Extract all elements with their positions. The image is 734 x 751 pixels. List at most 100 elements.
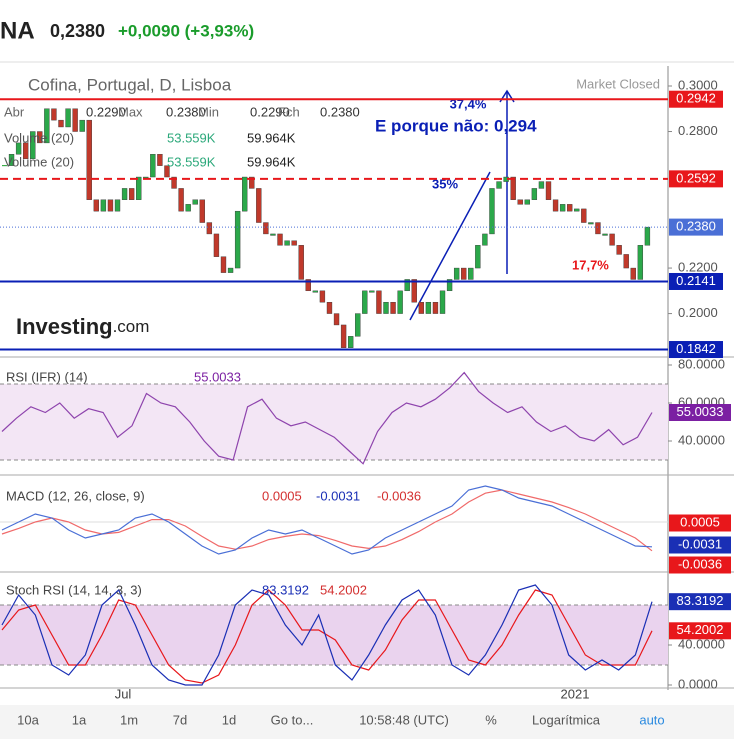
candle (263, 222, 269, 235)
price-label: 0.2141 (676, 273, 716, 288)
candle (517, 199, 523, 205)
candle (559, 204, 566, 212)
toolbar-button[interactable]: Logarítmica (532, 712, 601, 727)
indicator-value: 55.0033 (194, 369, 241, 384)
candle (270, 233, 276, 236)
indicator-value: -0.0036 (377, 488, 421, 503)
price-label-box (669, 218, 723, 236)
toolbar-button[interactable]: 1m (120, 712, 138, 727)
candle (404, 279, 410, 292)
value-box-label: 83.3192 (677, 593, 724, 608)
candle (8, 154, 15, 166)
ohlc-text: Fch (278, 104, 300, 119)
candle (319, 290, 326, 303)
candle (602, 233, 608, 236)
candle (418, 301, 424, 314)
indicator-value: 54.2002 (320, 582, 367, 597)
ohlc-text: 0.2380 (166, 104, 206, 119)
candle (206, 222, 213, 235)
indicator-line (1, 371, 653, 465)
indicator-name: Stoch RSI (14, 14, 3, 3) (6, 582, 142, 597)
candle (256, 188, 262, 223)
candle (383, 301, 389, 314)
value-box-label: 54.2002 (677, 622, 724, 637)
band (0, 384, 668, 460)
annotation: E porque não: 0,294 (375, 116, 537, 135)
ohlc-text: Max (118, 104, 143, 119)
candle (136, 176, 142, 200)
toolbar-button[interactable]: % (485, 712, 497, 727)
y-tick-label: 40.0000 (678, 432, 725, 447)
candle (609, 233, 615, 246)
candle (347, 336, 354, 348)
change: +0,0090 (+3,93%) (118, 21, 254, 40)
value-box-label: 55.0033 (677, 404, 724, 419)
candle (326, 301, 333, 314)
candle (482, 233, 488, 246)
panel-separators (0, 356, 734, 689)
candle (72, 108, 78, 132)
y-tick-label: 0.2200 (678, 259, 718, 274)
candle (616, 245, 622, 255)
candle (369, 290, 375, 293)
indicator-name: Volume (20) (4, 130, 74, 145)
toolbar (0, 705, 734, 739)
indicator-name: RSI (IFR) (14) (6, 369, 88, 384)
indicator-line (1, 485, 653, 555)
candle (475, 245, 481, 269)
toolbar-button[interactable]: auto (639, 712, 664, 727)
indicator-line (1, 584, 653, 686)
candle (44, 108, 50, 144)
candle (581, 208, 587, 223)
y-tick-label: 80.0000 (678, 356, 725, 371)
candle (574, 208, 580, 212)
candle (284, 240, 290, 246)
candle (220, 256, 227, 273)
candle (128, 188, 135, 200)
toolbar-button[interactable]: 1d (222, 712, 236, 727)
candle (298, 245, 304, 280)
symbol: NA (0, 17, 35, 44)
logo-text: Investing (16, 314, 113, 339)
candle (37, 131, 43, 144)
candle (411, 279, 417, 303)
indicator-name: Volume (20) (4, 154, 74, 169)
indicator-value: 59.964K (247, 130, 296, 145)
value-box-label: -0.0036 (678, 556, 722, 571)
toolbar-button[interactable]: 10a (17, 712, 39, 727)
candle (390, 301, 396, 314)
candle (199, 199, 205, 223)
candle (446, 279, 453, 292)
price-label: 0.2592 (676, 170, 716, 185)
candle (637, 245, 644, 280)
logo: Investing.com (16, 314, 149, 339)
time-label: Jul (115, 686, 132, 701)
candle (567, 204, 573, 212)
toolbar-button[interactable]: 7d (173, 712, 187, 727)
ohlc-text: 0.2290 (86, 104, 126, 119)
value-box (669, 556, 731, 574)
candle (453, 267, 460, 280)
candle (277, 233, 283, 246)
indicator-value: 83.3192 (262, 582, 309, 597)
candle (595, 222, 601, 235)
price-label-box (669, 341, 723, 359)
indicator-line (1, 489, 653, 552)
band (0, 605, 668, 665)
y-tick-label: 0.2800 (678, 123, 718, 138)
candle (171, 176, 177, 189)
candle (185, 204, 191, 212)
candle (312, 290, 319, 293)
candle (538, 181, 545, 189)
toolbar-button[interactable]: Go to... (271, 712, 314, 727)
candle (234, 210, 241, 269)
annotation: 35% (432, 176, 458, 191)
candle (58, 119, 64, 128)
market-status: Market Closed (576, 76, 660, 91)
candle (242, 176, 248, 212)
toolbar-button[interactable]: 1a (72, 712, 87, 727)
candle (93, 199, 99, 212)
candle (107, 199, 114, 212)
value-box (669, 622, 731, 640)
